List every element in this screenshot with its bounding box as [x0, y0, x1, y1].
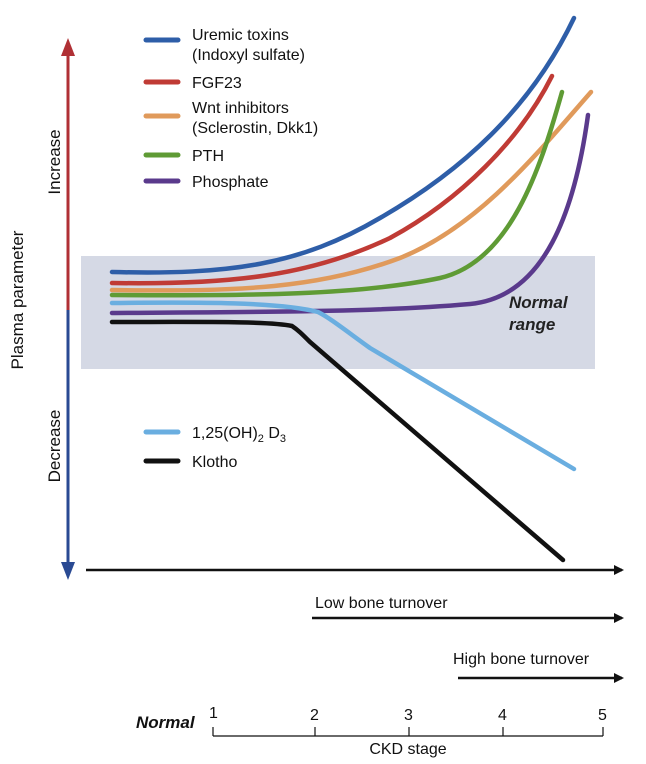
legend-label-uremic-toxins: Uremic toxins [192, 27, 289, 44]
legend-bottom: 1,25(OH)2 D3 Klotho [143, 425, 286, 471]
legend-label-phosphate: Phosphate [192, 174, 269, 191]
y-axis-increase-arrowhead [61, 38, 75, 56]
vitamin-d-sub2: 3 [280, 433, 286, 445]
vitamin-d-sub1: 2 [258, 433, 264, 445]
normal-range-label-line2: range [509, 315, 555, 334]
curve-fgf23 [109, 73, 555, 286]
ckd-axis-label: CKD stage [369, 741, 446, 758]
y-axis-decrease-label: Decrease [45, 410, 64, 483]
ckd-tick-label-4: 4 [498, 707, 507, 724]
legend-label-pth: PTH [192, 148, 224, 165]
curve-uremic-toxins [109, 15, 577, 275]
curve-pth [109, 89, 565, 298]
curves [109, 15, 594, 563]
low-bone-turnover-label: Low bone turnover [315, 595, 448, 612]
ckd-stage-axis: Normal 1 2 3 4 5 CKD stage [136, 705, 607, 758]
legend-sublabel-wnt-inhibitors: (Sclerostin, Dkk1) [192, 120, 318, 137]
y-axis-increase-label: Increase [45, 129, 64, 194]
legend-sublabel-uremic-toxins: (Indoxyl sulfate) [192, 47, 305, 64]
legend-label-fgf23: FGF23 [192, 75, 242, 92]
vitamin-d-base: 1,25(OH) [192, 425, 258, 442]
y-axis-label: Plasma parameter [8, 230, 27, 369]
y-axis-decrease-arrowhead [61, 562, 75, 580]
curve-phosphate [109, 112, 591, 316]
curve-wnt-inhibitors [109, 89, 594, 293]
curve-klotho [109, 319, 566, 563]
legend-top: Uremic toxins (Indoxyl sulfate) FGF23 Wn… [143, 27, 318, 191]
legend-label-klotho: Klotho [192, 454, 237, 471]
ckd-tick-label-3: 3 [404, 707, 413, 724]
ckd-tick-label-5: 5 [598, 707, 607, 724]
legend-label-vitamin-d: 1,25(OH)2 D3 [192, 425, 286, 445]
high-bone-turnover-label: High bone turnover [453, 651, 590, 668]
legend-label-wnt-inhibitors: Wnt inhibitors [192, 100, 289, 117]
curve-vitamin-d [109, 300, 577, 472]
ckd-tick-label-2: 2 [310, 707, 319, 724]
vitamin-d-mid: D [264, 425, 280, 442]
normal-range-label-line1: Normal [509, 293, 569, 312]
ckd-tick-label-1: 1 [209, 705, 218, 722]
ckd-normal-label: Normal [136, 713, 196, 732]
